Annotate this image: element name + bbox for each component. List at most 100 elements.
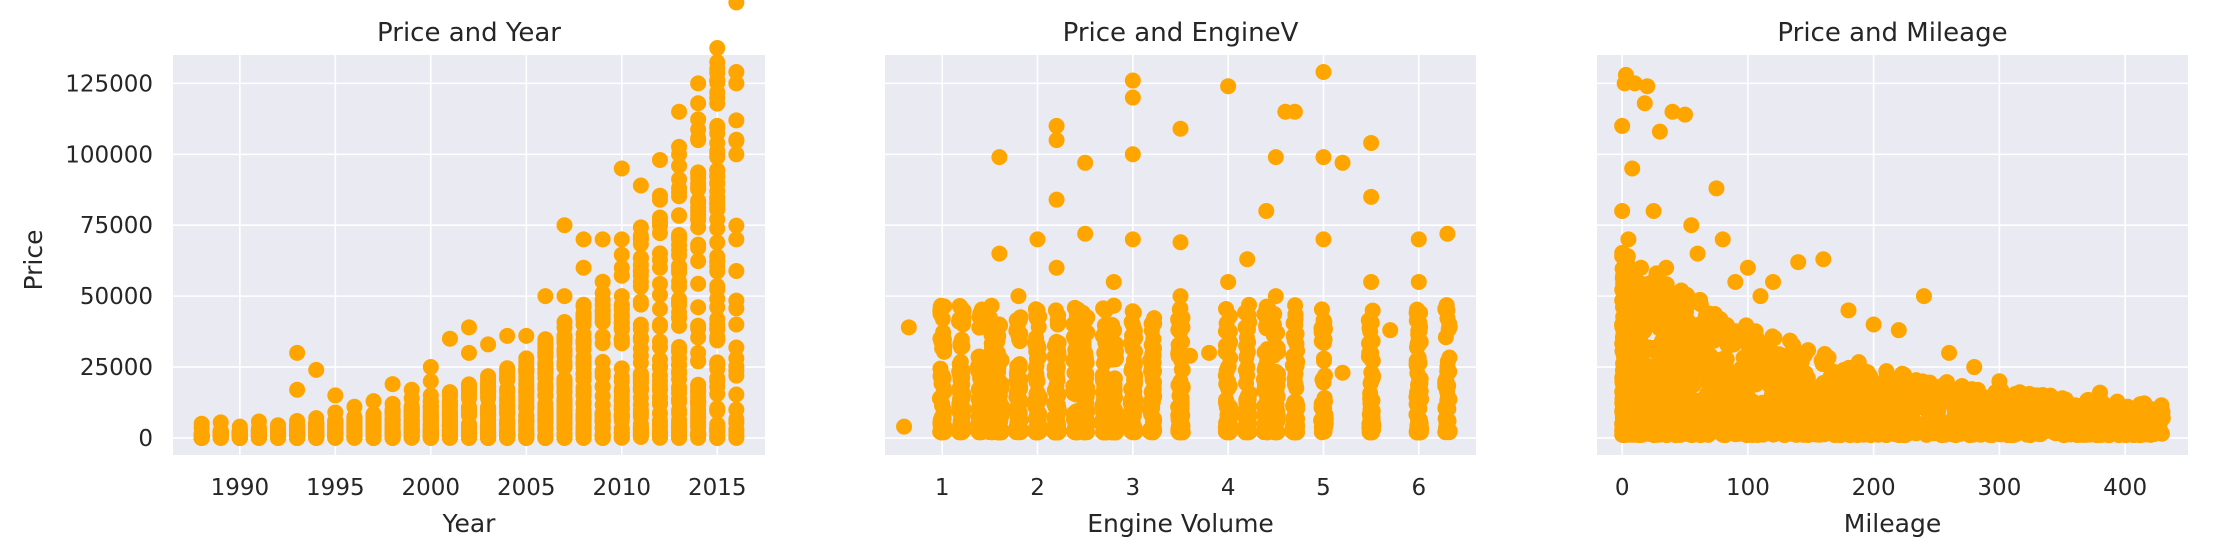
scatter-point — [728, 64, 745, 81]
scatter-density-point — [1724, 325, 1741, 342]
scatter-density-point — [690, 412, 707, 429]
scatter-point — [690, 95, 707, 112]
scatter-density-point — [537, 429, 554, 446]
scatter-point — [690, 75, 707, 92]
scatter-density-point — [1314, 371, 1331, 388]
scatter-density-point — [728, 131, 745, 148]
scatter-point — [671, 103, 688, 120]
scatter-point — [1077, 344, 1094, 361]
scatter-point — [1334, 364, 1351, 381]
scatter-density-point — [1658, 304, 1675, 321]
scatter-density-point — [2043, 404, 2060, 421]
y-tick-label: 125000 — [65, 71, 153, 97]
scatter-density-point — [709, 149, 726, 166]
scatter-density-point — [1897, 424, 1914, 441]
scatter-density-point — [671, 371, 688, 388]
scatter-point — [613, 288, 630, 305]
scatter-point — [518, 327, 535, 344]
scatter-density-point — [1239, 343, 1256, 360]
scatter-point — [365, 415, 382, 432]
scatter-density-point — [1124, 303, 1141, 320]
scatter-density-point — [1943, 414, 1960, 431]
scatter-density-point — [1925, 405, 1942, 422]
scatter-point — [728, 316, 745, 333]
scatter-point — [651, 211, 668, 228]
scatter-density-point — [651, 377, 668, 394]
scatter-point — [1363, 273, 1380, 290]
scatter-density-point — [709, 191, 726, 208]
scatter-point — [1645, 203, 1662, 220]
scatter-density-point — [2110, 407, 2127, 424]
scatter-density-point — [1095, 401, 1112, 418]
scatter-point — [1172, 288, 1189, 305]
scatter-point — [709, 117, 726, 134]
scatter-density-point — [728, 414, 745, 431]
scatter-density-point — [556, 426, 573, 443]
scatter-density-point — [690, 170, 707, 187]
scatter-density-point — [728, 362, 745, 379]
scatter-density-point — [1726, 403, 1743, 420]
scatter-density-point — [1029, 424, 1046, 441]
x-tick-label: 3 — [1126, 475, 1141, 501]
scatter-density-point — [1627, 326, 1644, 343]
scatter-density-point — [1666, 346, 1683, 363]
scatter-density-point — [671, 207, 688, 224]
scatter-density-point — [1313, 301, 1330, 318]
scatter-point — [575, 259, 592, 276]
scatter-density-point — [951, 356, 968, 373]
scatter-density-point — [632, 316, 649, 333]
scatter-density-point — [1896, 396, 1913, 413]
x-tick-label: 0 — [1615, 475, 1630, 501]
scatter-density-point — [1631, 338, 1648, 355]
scatter-point — [1048, 344, 1065, 361]
scatter-density-point — [1050, 307, 1067, 324]
scatter-density-point — [1739, 384, 1756, 401]
scatter-density-point — [1267, 424, 1284, 441]
scatter-point — [709, 330, 726, 347]
scatter-density-point — [1844, 395, 1861, 412]
scatter-density-point — [690, 181, 707, 198]
scatter-point — [537, 344, 554, 361]
scatter-density-point — [1880, 384, 1897, 401]
scatter-point — [1077, 225, 1094, 242]
scatter-point — [308, 410, 325, 427]
scatter-point — [1941, 344, 1958, 361]
scatter-point — [480, 336, 497, 353]
scatter-density-point — [632, 296, 649, 313]
scatter-point — [1815, 251, 1832, 268]
scatter-density-point — [575, 371, 592, 388]
scatter-density-point — [709, 234, 726, 251]
scatter-density-point — [499, 384, 516, 401]
scatter-density-point — [1288, 394, 1305, 411]
y-tick-label: 50000 — [80, 284, 153, 310]
scatter-density-point — [1952, 425, 1969, 442]
scatter-density-point — [690, 397, 707, 414]
scatter-point — [1624, 160, 1641, 177]
scatter-point — [671, 350, 688, 367]
scatter-density-point — [1700, 321, 1717, 338]
scatter-point — [250, 413, 267, 430]
scatter-point — [1258, 203, 1275, 220]
scatter-point — [632, 177, 649, 194]
scatter-density-point — [1069, 382, 1086, 399]
scatter-density-point — [671, 390, 688, 407]
scatter-density-point — [2067, 417, 2084, 434]
scatter-point — [1410, 273, 1427, 290]
scatter-density-point — [728, 217, 745, 234]
scatter-density-point — [936, 383, 953, 400]
scatter-point — [384, 395, 401, 412]
scatter-density-point — [671, 278, 688, 295]
scatter-density-point — [1288, 335, 1305, 352]
scatter-density-point — [1219, 424, 1236, 441]
x-tick-label: 2000 — [402, 475, 461, 501]
scatter-density-point — [1673, 282, 1690, 299]
scatter-point — [556, 288, 573, 305]
scatter-point — [972, 359, 989, 376]
chart-title: Price and Mileage — [1777, 18, 2007, 48]
scatter-density-point — [1620, 260, 1637, 277]
scatter-point — [1172, 120, 1189, 137]
scatter-point — [728, 146, 745, 163]
scatter-density-point — [709, 356, 726, 373]
scatter-point — [518, 361, 535, 378]
scatter-density-point — [709, 248, 726, 265]
